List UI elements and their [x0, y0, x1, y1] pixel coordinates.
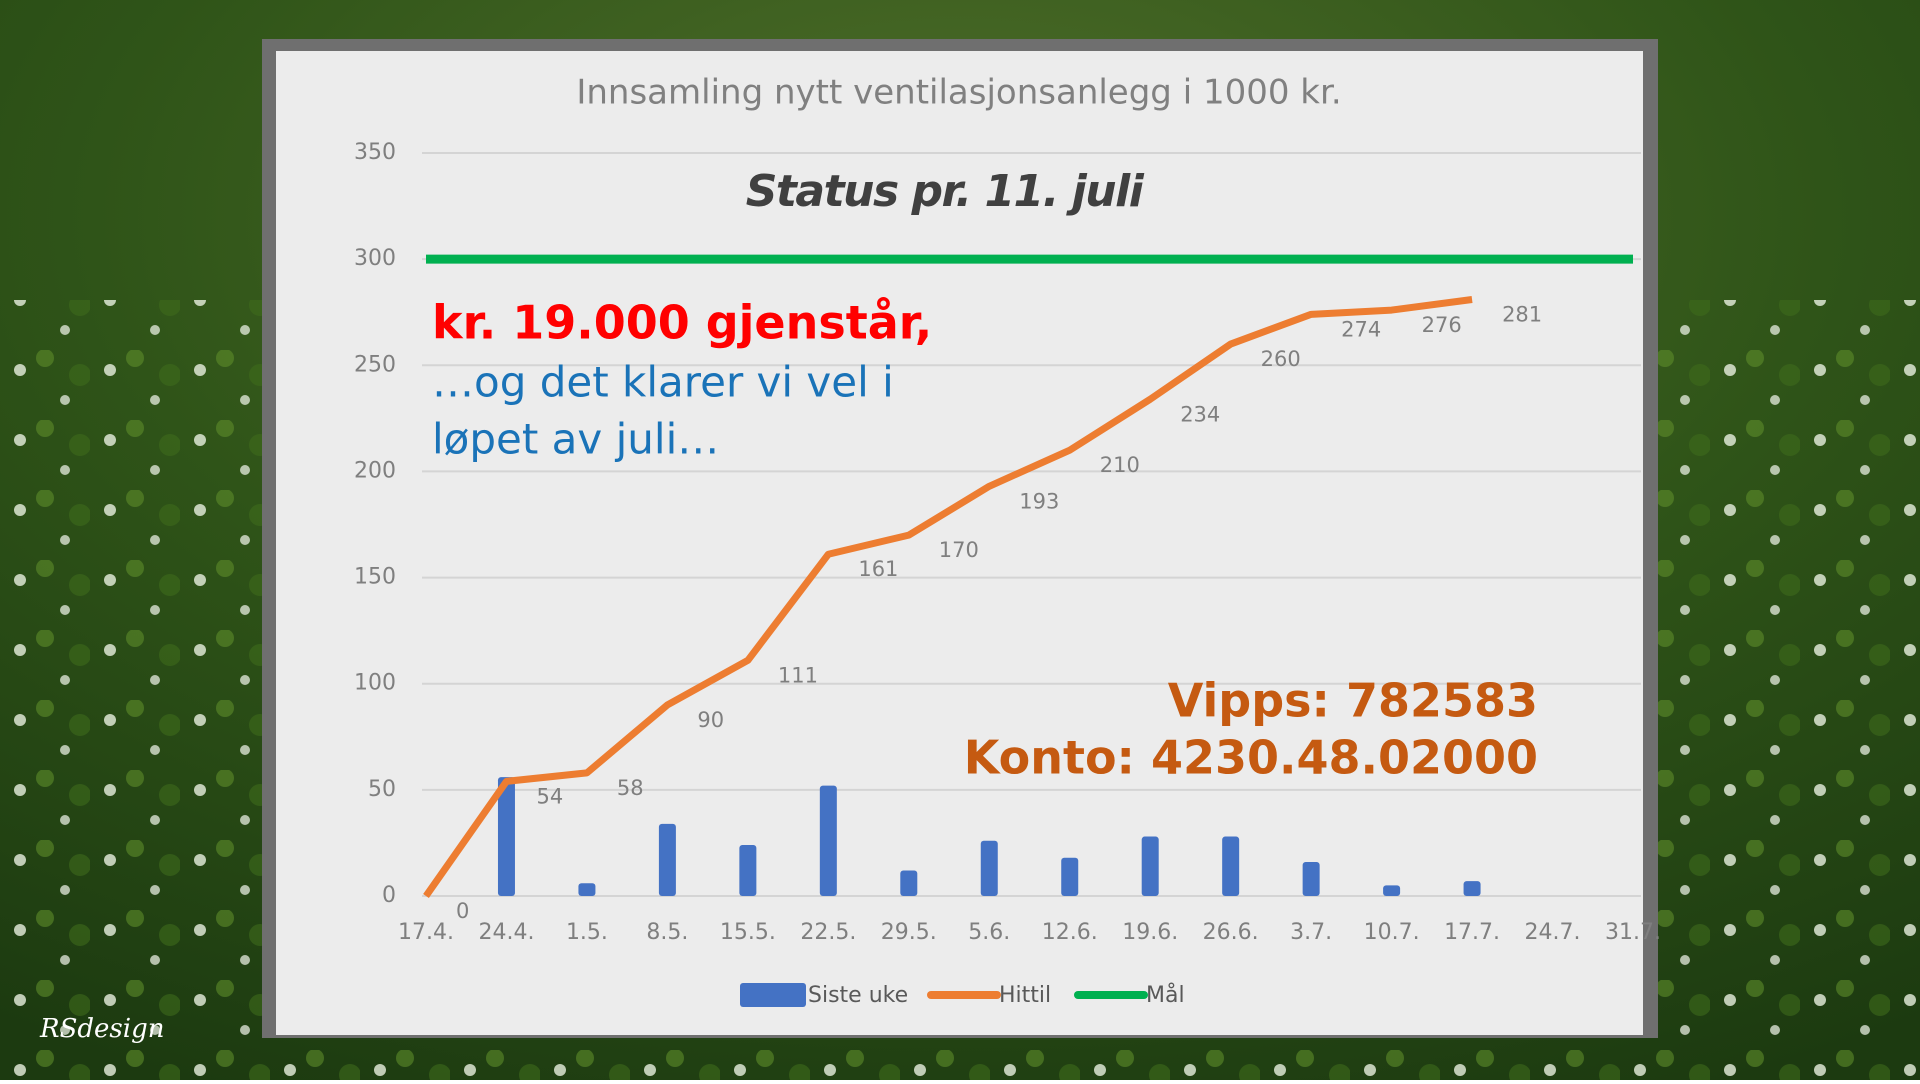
- x-tick-label: 5.6.: [968, 920, 1010, 945]
- data-label: 274: [1341, 317, 1381, 341]
- bar: [497, 777, 515, 896]
- bar: [1302, 862, 1320, 896]
- data-label: 161: [858, 557, 898, 581]
- chart-title: Innsamling nytt ventilasjonsanlegg i 100…: [576, 73, 1341, 113]
- bar: [1061, 857, 1079, 896]
- x-tick-label: 29.5.: [881, 920, 937, 945]
- x-tick-label: 31.7.: [1605, 920, 1661, 945]
- bar: [819, 785, 837, 896]
- data-label: 260: [1261, 347, 1301, 371]
- bar: [1222, 836, 1240, 896]
- vipps-annotation: Vipps: 782583: [1168, 674, 1538, 728]
- legend-swatch: [740, 983, 806, 1007]
- y-tick-label: 350: [354, 140, 396, 165]
- data-label: 58: [617, 776, 644, 800]
- x-tick-label: 24.4.: [478, 920, 534, 945]
- data-label: 170: [939, 538, 979, 562]
- y-tick-label: 250: [354, 352, 396, 377]
- x-tick-label: 17.7.: [1444, 920, 1500, 945]
- bar: [1463, 881, 1481, 896]
- x-tick-label: 10.7.: [1364, 920, 1420, 945]
- x-tick-label: 26.6.: [1203, 920, 1259, 945]
- x-tick-label: 12.6.: [1042, 920, 1098, 945]
- status-annotation: Status pr. 11. juli: [746, 166, 1145, 217]
- x-tick-label: 1.5.: [566, 920, 608, 945]
- data-label: 193: [1019, 489, 1059, 513]
- x-tick-label: 22.5.: [800, 920, 856, 945]
- y-tick-label: 0: [382, 883, 396, 908]
- data-label: 276: [1422, 313, 1462, 337]
- data-label: 210: [1100, 453, 1140, 477]
- bar: [658, 823, 676, 896]
- data-label: 281: [1502, 302, 1542, 326]
- x-tick-label: 15.5.: [720, 920, 776, 945]
- x-tick-label: 8.5.: [646, 920, 688, 945]
- y-tick-label: 300: [354, 246, 396, 271]
- legend-label: Mål: [1146, 982, 1185, 1008]
- data-label: 0: [456, 899, 469, 923]
- hope-annotation: …og det klarer vi vel i: [432, 358, 894, 407]
- y-tick-label: 150: [354, 565, 396, 590]
- x-tick-label: 17.4.: [398, 920, 454, 945]
- watermark: RSdesign: [39, 1014, 164, 1044]
- bar: [578, 883, 596, 896]
- y-tick-label: 200: [354, 458, 396, 483]
- data-label: 90: [697, 708, 724, 732]
- line-series: [423, 296, 1473, 899]
- remaining-annotation: kr. 19.000 gjenstår,: [432, 296, 932, 350]
- x-tick-label: 3.7.: [1290, 920, 1332, 945]
- bar: [739, 845, 757, 896]
- x-tick-label: 24.7.: [1525, 920, 1581, 945]
- account-annotation: Konto: 4230.48.02000: [964, 731, 1538, 785]
- data-label: 111: [778, 663, 818, 687]
- hope-annotation: løpet av juli…: [432, 415, 719, 464]
- legend-label: Siste uke: [808, 983, 908, 1008]
- bar: [900, 870, 918, 896]
- bar: [1141, 836, 1159, 896]
- legend-label: Hittil: [999, 983, 1051, 1008]
- y-tick-label: 50: [368, 777, 396, 802]
- data-label: 234: [1180, 402, 1220, 426]
- bar: [980, 840, 998, 896]
- plot: 0 50 100 150 200 250 300 350 17.4. 24.4. 1.5. 8.5. 1…: [354, 140, 1661, 1008]
- data-label: 54: [536, 784, 563, 808]
- bar: [1383, 885, 1401, 896]
- y-tick-label: 100: [354, 671, 396, 696]
- x-tick-label: 19.6.: [1122, 920, 1178, 945]
